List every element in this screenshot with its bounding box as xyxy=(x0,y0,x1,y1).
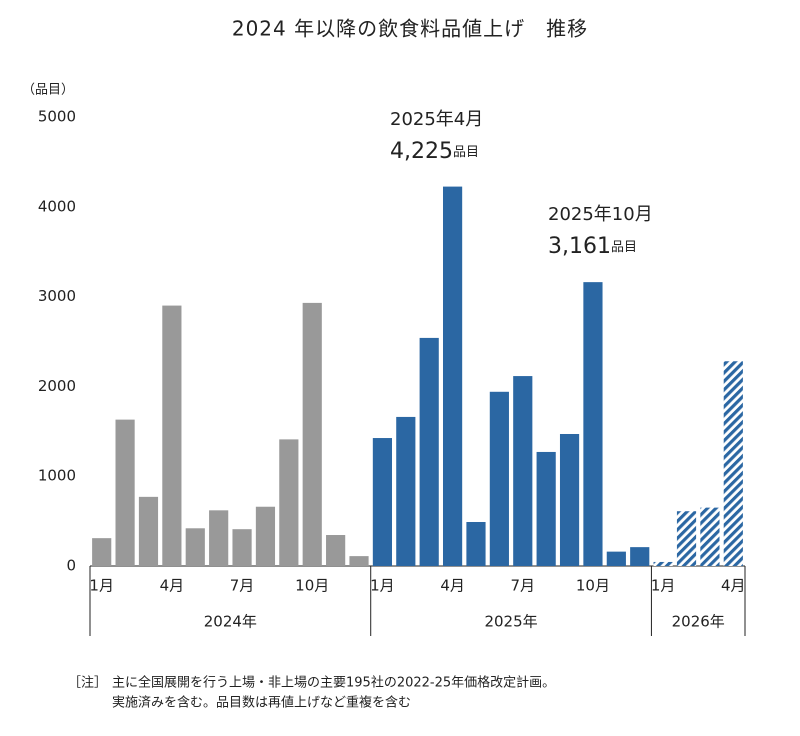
y-tick-label: 2000 xyxy=(38,377,76,395)
x-tick-label: 10月 xyxy=(576,577,610,595)
bar xyxy=(630,547,650,566)
bar xyxy=(115,419,135,566)
bar xyxy=(513,376,533,566)
bar xyxy=(419,337,439,566)
y-tick-label: 4000 xyxy=(38,197,76,215)
bar xyxy=(92,538,112,566)
bar xyxy=(326,535,346,566)
bar xyxy=(302,302,322,566)
note-mark: ［注］ xyxy=(68,676,107,691)
bar xyxy=(372,438,393,566)
y-tick-label: 3000 xyxy=(38,287,76,305)
bar xyxy=(162,305,182,566)
chart-title: 2024 年以降の飲食料品値上げ 推移 xyxy=(232,17,588,41)
x-tick-label: 1月 xyxy=(651,577,676,595)
bar xyxy=(489,391,509,566)
bar xyxy=(700,507,720,566)
group-label: 2026年 xyxy=(672,613,725,631)
x-tick-label: 1月 xyxy=(370,577,395,595)
bar xyxy=(209,510,229,566)
group-label: 2024年 xyxy=(204,613,257,631)
bar xyxy=(232,529,252,566)
y-tick-label: 1000 xyxy=(38,467,76,485)
note-line: 主に全国展開を行う上場・非上場の主要195社の2022-25年価格改定計画。 xyxy=(112,675,555,691)
x-tick-label: 7月 xyxy=(230,577,255,595)
note-line: 実施済みを含む。品目数は再値上げなど重複を含む xyxy=(112,695,411,711)
bar xyxy=(723,361,743,566)
bar xyxy=(396,416,416,566)
annotation-unit: 品目 xyxy=(611,240,637,255)
annotation-value: 3,161品目 xyxy=(548,234,637,259)
y-axis-label: （品目） xyxy=(22,83,74,98)
y-tick-label: 5000 xyxy=(38,108,76,126)
bar xyxy=(466,521,486,566)
bar xyxy=(138,496,159,566)
annotation-label: 2025年10月 xyxy=(548,204,653,225)
bar xyxy=(606,551,626,566)
bar xyxy=(349,556,369,566)
bar xyxy=(185,528,205,566)
bar xyxy=(583,282,603,566)
bar xyxy=(536,451,556,566)
annotation-number: 4,225 xyxy=(390,139,453,164)
x-tick-label: 1月 xyxy=(89,577,114,595)
annotation-number: 3,161 xyxy=(548,234,611,259)
bar xyxy=(676,511,697,566)
annotation-unit: 品目 xyxy=(453,145,479,160)
bar xyxy=(255,506,276,566)
bar xyxy=(653,561,673,566)
x-tick-label: 4月 xyxy=(721,577,746,595)
bar xyxy=(442,186,463,566)
x-tick-label: 4月 xyxy=(160,577,185,595)
x-tick-label: 4月 xyxy=(440,577,465,595)
group-label: 2025年 xyxy=(484,613,537,631)
y-tick-label: 0 xyxy=(66,557,76,575)
annotation-label: 2025年4月 xyxy=(390,109,483,130)
x-tick-label: 10月 xyxy=(295,577,329,595)
x-tick-label: 7月 xyxy=(510,577,535,595)
bar xyxy=(559,433,580,566)
annotation-value: 4,225品目 xyxy=(390,139,479,164)
bar xyxy=(279,439,299,566)
